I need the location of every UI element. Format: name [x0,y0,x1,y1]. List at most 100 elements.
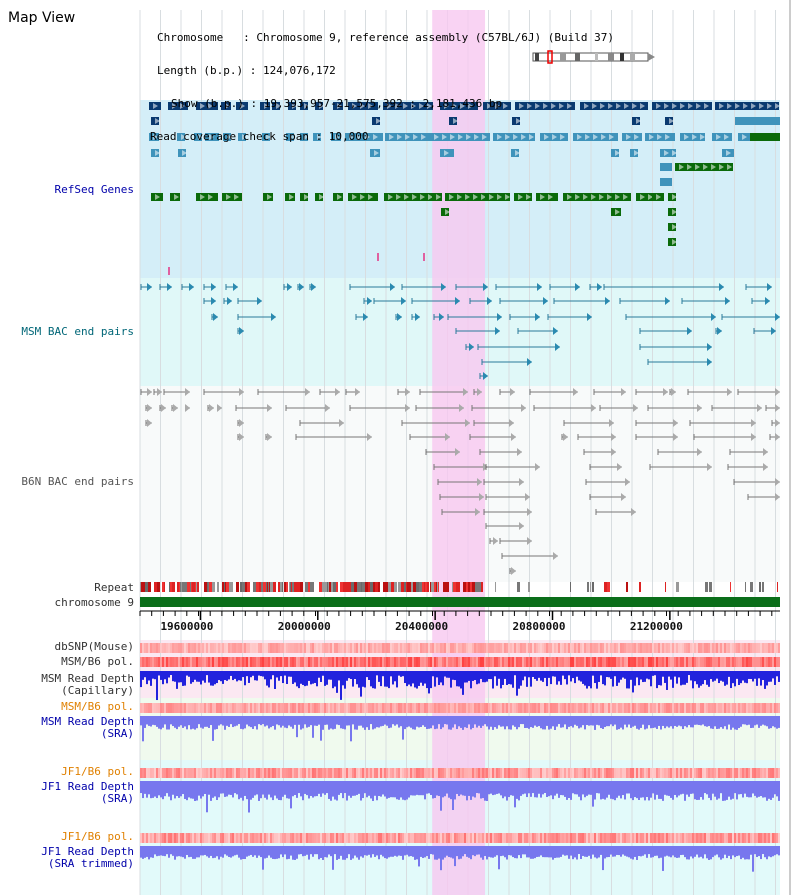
pol-cell [376,768,378,778]
depth-bar [444,716,446,725]
depth-bar [562,781,564,796]
pol-cell [482,703,484,713]
pol-cell [268,643,270,653]
pol-cell [766,833,768,843]
pol-cell [256,643,258,653]
depth-bar [750,846,752,855]
repeat-element [242,582,245,592]
pol-cell [490,768,492,778]
bac-end-arrow [239,388,244,396]
depth-bar [250,716,252,728]
depth-bar [692,846,694,859]
pol-cell [194,833,196,843]
depth-bar [432,716,434,726]
pol-cell [700,768,702,778]
depth-bar [482,716,484,726]
track-label-jf1-b6-pol-2[interactable]: JF1/B6 pol. [61,830,134,843]
pol-cell [440,643,442,653]
depth-bar [432,781,434,799]
pol-cell [666,703,668,713]
track-label-b6n-bac[interactable]: B6N BAC end pairs [21,475,134,488]
depth-bar [252,781,254,798]
pol-cell [750,703,752,713]
pol-cell [652,833,654,843]
pol-cell [250,833,252,843]
depth-bar [778,846,780,856]
pol-cell [394,643,396,653]
gene-arrow [687,164,692,170]
pol-cell [360,657,362,667]
depth-bar [304,671,306,687]
repeat-element [402,582,404,592]
depth-bar [572,781,574,794]
pol-cell [712,643,714,653]
track-label-dbsnp[interactable]: dbSNP(Mouse) [54,640,134,653]
repeat-element [433,582,434,592]
depth-bar [770,716,772,729]
track-label-jf1-depth-sra[interactable]: JF1 Read Depth (SRA) [6,781,134,805]
depth-bar [530,716,532,728]
pol-cell [140,643,142,653]
depth-bar [162,716,164,728]
track-label-msm-b6-pol[interactable]: MSM/B6 pol. [61,655,134,668]
track-label-msm-depth-sra[interactable]: MSM Read Depth (SRA) [6,716,134,740]
track-label-jf1-b6-pol[interactable]: JF1/B6 pol. [61,765,134,778]
bac-end-arrow [525,493,530,501]
gene-arrow [591,194,596,200]
depth-bar [628,846,630,858]
track-label-msm-b6-pol-2[interactable]: MSM/B6 pol. [61,700,134,713]
depth-bar [590,781,592,795]
pol-cell [688,643,690,653]
pol-cell [716,703,718,713]
depth-bar [504,781,506,797]
pol-cell [468,833,470,843]
depth-bar [644,846,646,855]
depth-bar [512,671,514,688]
gene-arrow [468,103,473,109]
bac-end-arrow [271,313,276,321]
depth-bar [338,781,340,795]
pol-cell [492,768,494,778]
track-label-msm-depth-capillary[interactable]: MSM Read Depth (Capillary) [6,673,134,697]
gene-arrow [304,134,309,140]
track-label-repeat[interactable]: Repeat [94,581,134,594]
pol-cell [428,643,430,653]
pol-cell [618,703,620,713]
depth-bar [362,671,364,687]
track-label-jf1-depth-trimmed[interactable]: JF1 Read Depth (SRA trimmed) [6,846,134,870]
depth-bar [174,716,176,728]
pol-cell [692,703,694,713]
pol-cell [172,643,174,653]
depth-bar [422,846,424,859]
pol-cell [698,703,700,713]
pol-cell [170,703,172,713]
pol-cell [752,657,754,667]
bac-end-arrow [717,327,722,335]
pol-cell [386,657,388,667]
pol-cell [228,657,230,667]
pol-cell [238,703,240,713]
track-label-msm-bac[interactable]: MSM BAC end pairs [21,325,134,338]
gene-arrow [155,194,160,200]
pol-cell [358,768,360,778]
track-label-refseq[interactable]: RefSeq Genes [54,183,134,196]
repeat-element [383,582,385,592]
depth-bar [490,846,492,858]
pol-cell [392,657,394,667]
chromosome-bar [140,597,780,607]
pol-cell [492,703,494,713]
depth-bar [394,781,396,798]
depth-bar [688,671,690,676]
depth-bar [540,716,542,729]
gene-arrow [497,134,502,140]
depth-bar [458,781,460,797]
pol-cell [230,833,232,843]
pol-cell [314,703,316,713]
pol-cell [286,768,288,778]
depth-bar [738,671,740,685]
pol-cell [172,768,174,778]
pol-cell [654,657,656,667]
gene-arrow [552,134,557,140]
repeat-element [143,582,145,592]
depth-bar [244,846,246,860]
